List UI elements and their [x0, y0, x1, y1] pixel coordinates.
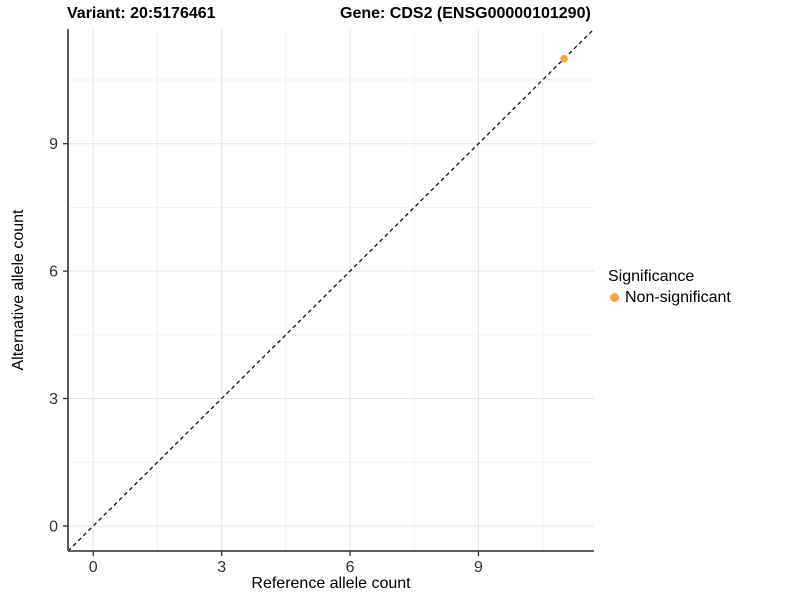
identity-line — [67, 28, 595, 552]
gene-title: Gene: CDS2 (ENSG00000101290) — [340, 5, 591, 22]
legend: Significance Non-significant — [608, 266, 731, 308]
x-axis-label: Reference allele count — [251, 575, 411, 592]
data-point — [560, 54, 568, 63]
y-tick-label: 9 — [49, 136, 58, 153]
legend-point-icon — [610, 293, 619, 302]
y-tick-label: 0 — [49, 518, 58, 535]
x-tick-label: 0 — [89, 559, 98, 576]
y-tick-label: 3 — [49, 391, 58, 408]
legend-item-non-significant: Non-significant — [608, 287, 731, 308]
x-tick-label: 3 — [217, 559, 226, 576]
variant-title: Variant: 20:5176461 — [67, 5, 216, 22]
x-tick-label: 9 — [474, 559, 483, 576]
y-tick-label: 6 — [49, 264, 58, 281]
y-axis-label: Alternative allele count — [10, 209, 27, 371]
legend-title: Significance — [608, 268, 695, 285]
x-tick-label: 6 — [346, 559, 355, 576]
legend-item-label: Non-significant — [625, 289, 731, 306]
